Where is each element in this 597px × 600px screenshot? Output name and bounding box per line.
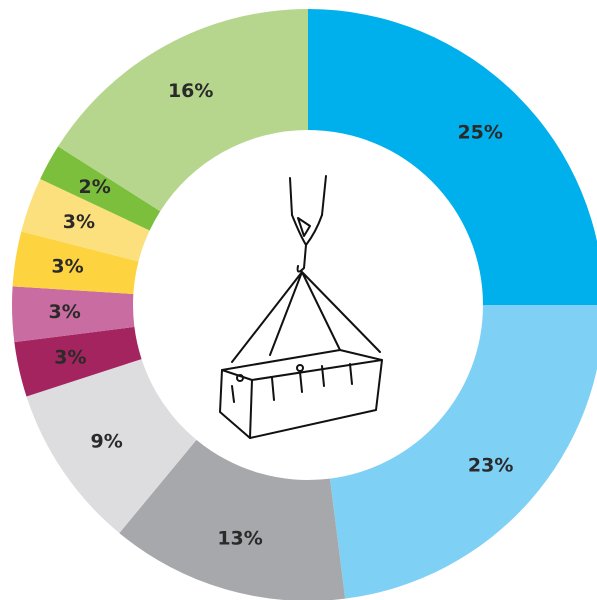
wedge [12, 231, 139, 295]
crate-icon [219, 175, 383, 439]
data-label: 2% [78, 176, 110, 198]
wedge [58, 9, 308, 212]
data-label: 16% [168, 80, 213, 102]
data-label: 25% [457, 121, 502, 143]
wedge [21, 178, 150, 262]
data-label: 13% [217, 527, 262, 549]
data-label: 3% [63, 211, 95, 233]
wedge [26, 359, 197, 534]
wedge [329, 305, 597, 599]
wedge [14, 326, 142, 397]
data-label: 9% [90, 430, 122, 452]
wedge [40, 146, 161, 231]
data-label: 3% [54, 347, 86, 369]
wedge [119, 439, 346, 600]
data-label: 23% [468, 455, 513, 477]
wedge [12, 286, 135, 343]
wedge [308, 9, 597, 305]
data-label: 3% [51, 255, 83, 277]
data-label: 3% [48, 301, 80, 323]
